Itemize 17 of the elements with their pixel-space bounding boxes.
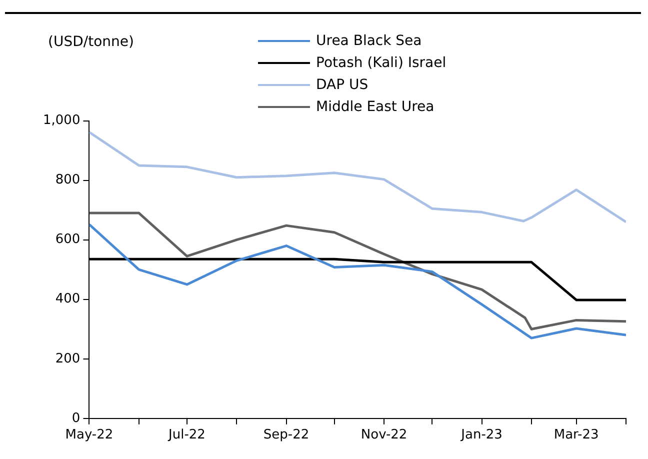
y-tick-label: 800	[55, 172, 80, 188]
y-tick-label: 400	[55, 292, 80, 307]
x-tick-label: Jan-23	[460, 428, 502, 443]
x-tick-label: May-22	[65, 428, 114, 443]
x-tick-label: Jul-22	[168, 428, 206, 443]
legend-label: Middle East Urea	[316, 98, 434, 117]
x-tick-label: Mar-23	[554, 428, 599, 443]
legend-label: DAP US	[316, 76, 368, 95]
y-tick-label: 600	[55, 232, 80, 248]
y-tick-label: 200	[55, 351, 80, 366]
y-axis-title: (USD/tonne)	[48, 34, 134, 50]
x-tick-label: Nov-22	[360, 428, 408, 443]
y-tick-label: 1,000	[43, 113, 80, 128]
legend-label: Urea Black Sea	[316, 32, 422, 51]
x-tick-label: Sep-22	[263, 428, 310, 443]
legend-label: Potash (Kali) Israel	[316, 54, 446, 73]
y-tick-label: 0	[72, 410, 80, 426]
